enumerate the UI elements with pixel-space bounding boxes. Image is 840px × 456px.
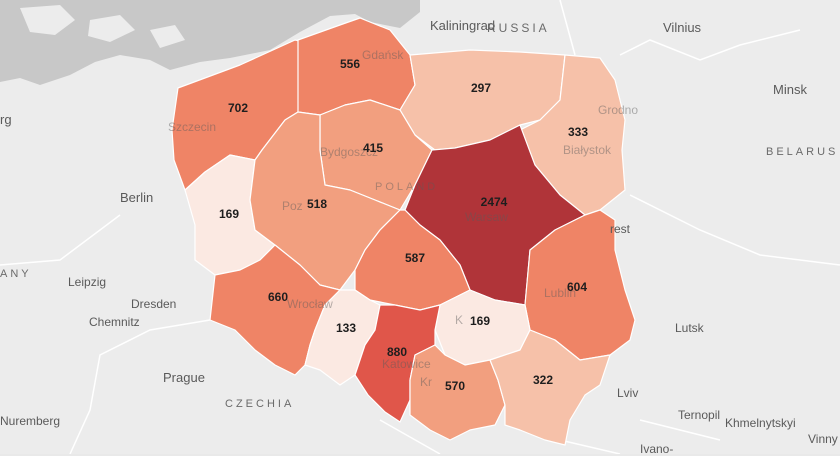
value-swietokrzyskie: 169: [469, 314, 491, 328]
region-podkarpackie[interactable]: [489, 329, 611, 446]
label-warsaw: Warsaw: [465, 210, 508, 224]
label-lviv: Lviv: [617, 386, 639, 400]
label-vilnius: Vilnius: [663, 20, 702, 35]
region-opolskie[interactable]: [304, 289, 381, 386]
label-khmelnytskyi: Khmelnytskyi: [725, 416, 796, 430]
value-podlaskie: 333: [567, 125, 589, 139]
label-berlin: Berlin: [120, 190, 154, 205]
value-wielkopolskie: 518: [306, 197, 328, 211]
label-poland: POLAND: [375, 181, 439, 193]
label-krakow-partial: Kr: [420, 375, 432, 389]
label-belarus: BELARUS: [766, 146, 839, 158]
value-podkarpackie: 322: [532, 373, 554, 387]
label-chemnitz: Chemnitz: [89, 315, 140, 329]
value-warminsko-mazurskie: 297: [470, 81, 492, 95]
label-brest-partial: rest: [610, 222, 631, 236]
value-lubelskie: 604: [566, 280, 588, 294]
label-nuremberg: Nuremberg: [0, 414, 61, 428]
label-kielce-partial: K: [455, 313, 464, 327]
value-kujawsko-pomorskie: 415: [362, 141, 384, 155]
label-bydgoszcz: Bydgoszcz: [320, 145, 379, 159]
label-ternopil: Ternopil: [678, 408, 721, 422]
label-ivano-partial: Ivano-: [640, 442, 674, 456]
poland-regions: [171, 17, 636, 446]
value-opolskie: 133: [335, 321, 357, 335]
label-lublin: Lublin: [544, 286, 577, 300]
label-poznan-partial: Poz: [282, 199, 303, 213]
label-vinny-partial: Vinny: [808, 432, 838, 446]
label-germany-partial: ANY: [0, 268, 32, 280]
label-bialystok: Białystok: [563, 143, 612, 157]
label-gdansk: Gdańsk: [362, 48, 404, 62]
label-wroclaw: Wrocław: [287, 297, 333, 311]
label-czechia: CZECHIA: [225, 398, 295, 410]
value-lodzkie: 587: [404, 251, 426, 265]
label-kaliningrad: Kaliningrad: [430, 18, 496, 33]
label-russia: RUSSIA: [487, 21, 550, 35]
region-malopolskie[interactable]: [409, 344, 506, 441]
value-dolnoslaskie: 660: [267, 290, 289, 304]
label-katowice: Katowice: [382, 357, 431, 371]
label-grodno: Grodno: [598, 103, 639, 117]
label-lutsk: Lutsk: [675, 321, 704, 335]
label-prague: Prague: [163, 370, 205, 385]
label-leipzig: Leipzig: [68, 275, 107, 289]
value-malopolskie: 570: [444, 379, 466, 393]
value-lubuskie: 169: [218, 207, 240, 221]
value-zachodniopomorskie: 702: [227, 101, 249, 115]
label-hamburg-partial: rg: [0, 112, 12, 127]
danish-islands: [20, 5, 185, 48]
value-pomorskie: 556: [339, 57, 361, 71]
label-minsk: Minsk: [773, 82, 807, 97]
value-slaskie: 880: [386, 345, 408, 359]
label-szczecin: Szczecin: [168, 120, 217, 134]
value-mazowieckie: 2474: [480, 195, 508, 209]
label-dresden: Dresden: [131, 297, 177, 311]
